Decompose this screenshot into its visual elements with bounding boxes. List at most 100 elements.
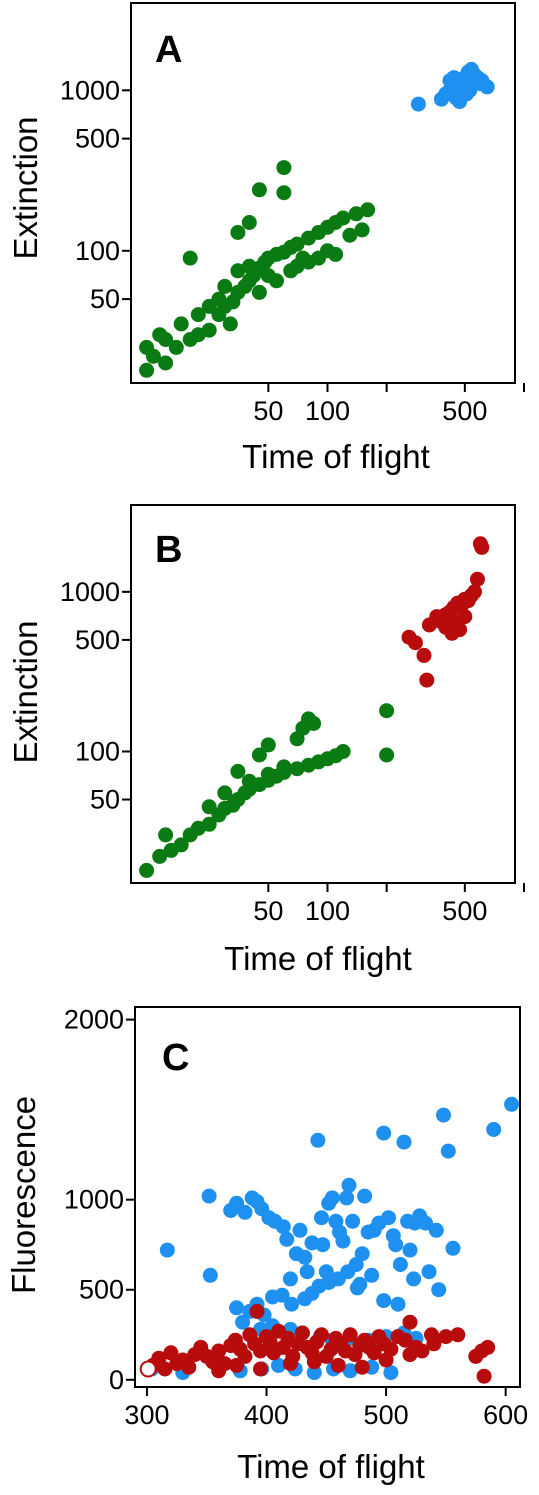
panel-a-x-axis-title: Time of flight (242, 438, 430, 475)
panel-b-green-point (241, 773, 257, 789)
panel-a-green-point (139, 362, 155, 378)
panel-a-y-tick-label: 50 (90, 284, 120, 314)
panel-b-red-point (407, 635, 423, 651)
panel-c-blue-point (339, 1190, 355, 1206)
panel-b-green-point (335, 744, 351, 759)
panel-b-green-point (379, 747, 395, 763)
panel-c-blue-point (345, 1213, 361, 1229)
panel-a-green-point (342, 227, 358, 243)
panel-c-blue-point (376, 1293, 392, 1309)
panel-c-x-tick-label: 400 (244, 1400, 289, 1430)
panel-c-markers (139, 1096, 520, 1384)
panel-b-green-point (306, 715, 322, 731)
panel-c-red-point (157, 1361, 173, 1377)
panel-b-x-tick-label: 500 (442, 896, 487, 926)
panel-c-y-tick-label: 2000 (64, 1005, 124, 1035)
panel-b-y-axis-title: Extinction (7, 620, 44, 763)
panel-c-blue-point (314, 1210, 329, 1226)
panel-a-letter: A (155, 29, 182, 71)
panel-a-green-point (152, 327, 168, 343)
panel-b-green-point (201, 799, 217, 815)
panel-a-markers (139, 61, 495, 378)
panel-a-green-point (289, 236, 305, 252)
panel-b-markers (139, 536, 490, 878)
panel-c-red-point (354, 1359, 370, 1375)
panel-c-red-point (181, 1359, 197, 1375)
panel-a-green-point (269, 273, 284, 289)
panel-a-green-point (251, 182, 267, 198)
panel-c-blue-point (235, 1314, 251, 1330)
panel-b-y-tick-label: 500 (75, 625, 120, 655)
panel-c: C Time of flight Fluorescence 300 400 500 6… (5, 1005, 528, 1485)
panel-c-frame (134, 1006, 521, 1388)
panel-c-x-axis-title: Time of flight (237, 1448, 425, 1485)
panel-a-y-tick-label: 100 (75, 236, 120, 266)
panel-a-green-point (230, 263, 246, 279)
panel-c-blue-point (349, 1280, 365, 1296)
panel-a-green-point (283, 263, 299, 279)
panel-c-x-tick-label: 500 (364, 1400, 409, 1430)
panel-c-blue-point (402, 1242, 418, 1258)
panel-a-x-tick-label: 50 (253, 396, 283, 426)
panel-b-green-point (173, 837, 189, 853)
panel-c-red-point (342, 1327, 358, 1343)
panel-c-blue-point (396, 1134, 412, 1150)
panel-c-y-tick-label: 500 (79, 1275, 124, 1305)
panel-b-red-point (457, 609, 473, 625)
panel-c-blue-point (354, 1246, 370, 1262)
panel-b-green-point (276, 759, 292, 775)
panel-a-blue-point (474, 73, 490, 89)
panel-a-green-point (168, 339, 184, 355)
panel-c-red-point (211, 1343, 227, 1359)
panel-c-blue-point (486, 1122, 502, 1137)
panel-c-y-tick-label: 1000 (64, 1185, 124, 1215)
panel-b-y-tick-label: 100 (75, 736, 120, 766)
panel-a-green-point (182, 250, 198, 266)
panel-a: A Time of flight Extinction 50 100 500 50 10… (7, 2, 525, 475)
panel-a-green-point (335, 210, 351, 226)
panel-c-red-point (366, 1345, 382, 1361)
panel-b-red-point (416, 647, 432, 663)
panel-b-green-point (289, 761, 305, 777)
panel-c-red-point (139, 1360, 157, 1378)
panel-c-blue-point (292, 1222, 308, 1238)
panel-c-red-point (397, 1332, 413, 1348)
panel-b-frame (130, 504, 516, 884)
panel-b: B Time of flight Extinction 50 100 500 50 10… (7, 504, 525, 977)
panel-a-green-point (230, 225, 246, 240)
panel-b-green-point (158, 827, 174, 843)
panel-b-x-tick-label: 100 (305, 896, 350, 926)
panel-c-blue-point (418, 1215, 433, 1231)
panel-c-blue-point (201, 1188, 217, 1204)
panel-a-frame (130, 2, 516, 384)
panel-a-green-point (201, 322, 217, 338)
panel-b-letter: B (155, 529, 182, 571)
panel-b-green-point (260, 737, 276, 753)
panel-c-red-point (306, 1354, 322, 1370)
panel-c-blue-point (340, 1264, 356, 1280)
panel-c-blue-point (504, 1096, 520, 1112)
panel-a-y-tick-label: 500 (75, 124, 120, 154)
panel-c-blue-point (310, 1132, 326, 1148)
panel-c-red-point (424, 1327, 439, 1343)
panel-c-blue-point (421, 1264, 437, 1280)
panel-c-blue-point (383, 1365, 399, 1381)
panel-c-blue-point (431, 1282, 447, 1298)
panel-c-x-tick-label: 300 (124, 1400, 169, 1430)
panel-b-green-point (379, 703, 395, 719)
panel-c-y-tick-label: 0 (109, 1365, 124, 1395)
panel-a-x-tick-label: 500 (442, 396, 487, 426)
panel-c-red-point (211, 1363, 227, 1379)
panel-b-green-point (260, 766, 276, 782)
panel-c-blue-point (392, 1257, 408, 1272)
panel-c-red-point (253, 1343, 268, 1359)
panel-c-blue-point (299, 1264, 315, 1280)
panel-c-blue-point (306, 1365, 322, 1381)
panel-c-red-point (282, 1356, 298, 1372)
panel-b-red-point (470, 571, 485, 587)
panel-a-green-point (173, 316, 189, 332)
panel-c-blue-point (390, 1296, 406, 1312)
panel-a-y-tick-label: 1000 (60, 75, 120, 105)
panel-c-blue-point (341, 1177, 357, 1193)
panel-c-blue-point (376, 1125, 392, 1141)
